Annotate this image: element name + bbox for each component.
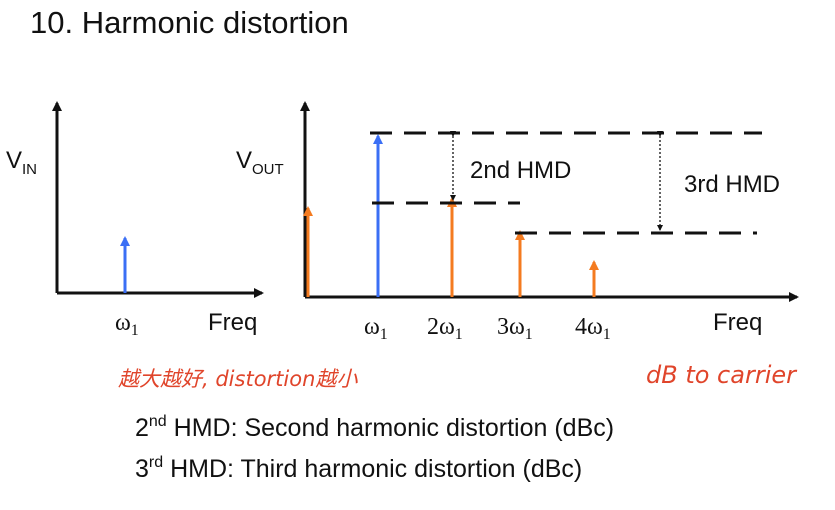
y-label-main: V xyxy=(6,147,22,174)
tone-main: ω xyxy=(509,314,525,340)
tone-sub: 1 xyxy=(455,326,463,343)
annotation: 2nd HMD xyxy=(470,157,571,184)
handwritten-note: 越大越好, distortion越小 xyxy=(118,367,358,391)
input-plot xyxy=(52,101,264,298)
tone-coef: 3 xyxy=(497,314,509,340)
tone-sub: 1 xyxy=(131,322,139,339)
y-label-sub: OUT xyxy=(252,161,284,178)
tone-label: 4ω1 xyxy=(575,314,611,343)
tone-label: ω1 xyxy=(364,314,388,343)
tone-sub: 1 xyxy=(603,326,611,343)
tone-label: 2ω1 xyxy=(427,314,463,343)
tone-main: ω xyxy=(439,314,455,340)
tone-label: ω1 xyxy=(115,310,139,339)
tone-sub: 1 xyxy=(525,326,533,343)
definition: 2nd HMD: Second harmonic distortion (dBc… xyxy=(135,413,614,442)
definition-num: 3 xyxy=(135,455,149,483)
definition-sup: rd xyxy=(149,454,163,471)
definition-text: HMD: Third harmonic distortion (dBc) xyxy=(163,455,582,483)
title: 10. Harmonic distortion xyxy=(30,5,349,40)
tone-main: ω xyxy=(364,314,380,340)
definition-sup: nd xyxy=(149,413,167,430)
definition: 3rd HMD: Third harmonic distortion (dBc) xyxy=(135,454,582,483)
tone-main: ω xyxy=(587,314,603,340)
x-label: Freq xyxy=(713,309,762,336)
y-label: VIN xyxy=(6,147,37,178)
handwritten-note: dB to carrier xyxy=(646,361,798,389)
annotation: 3rd HMD xyxy=(684,171,780,198)
x-label: Freq xyxy=(208,309,257,336)
tone-coef: 2 xyxy=(427,314,439,340)
y-label-main: V xyxy=(236,147,252,174)
output-plot xyxy=(300,101,799,302)
tone-main: ω xyxy=(115,310,131,336)
y-label-sub: IN xyxy=(22,161,37,178)
definition-num: 2 xyxy=(135,414,149,442)
definition-text: HMD: Second harmonic distortion (dBc) xyxy=(167,414,614,442)
tone-coef: 4 xyxy=(575,314,587,340)
y-label: VOUT xyxy=(236,147,284,178)
tone-sub: 1 xyxy=(380,326,388,343)
tone-label: 3ω1 xyxy=(497,314,533,343)
